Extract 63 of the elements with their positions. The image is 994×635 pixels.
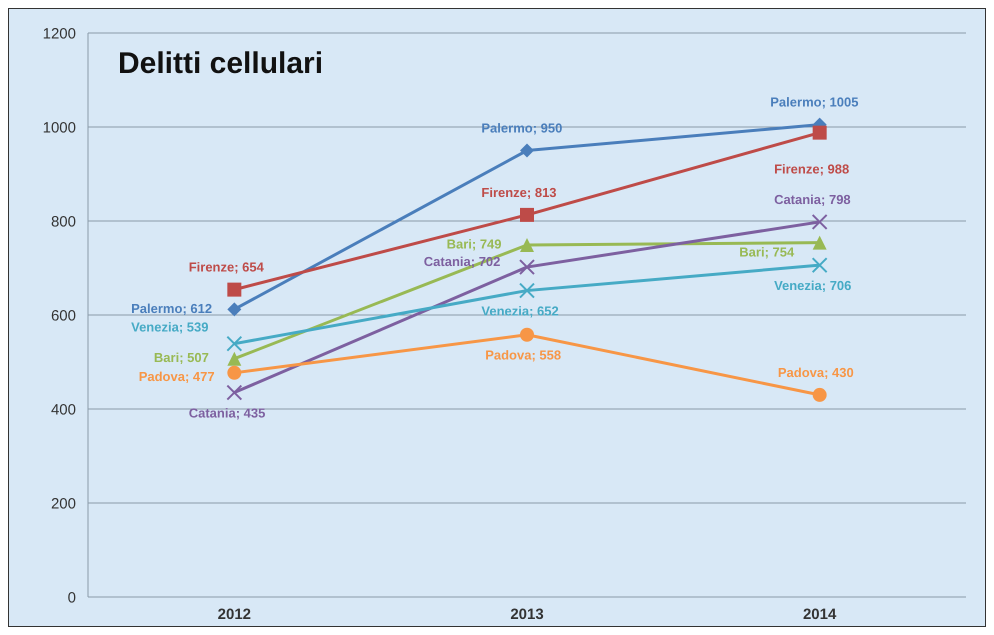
point — [812, 236, 827, 250]
point — [227, 302, 242, 316]
y-tick-label: 1200 — [42, 25, 76, 42]
text: Delitti cellulari — [118, 47, 324, 80]
text: Catania — [774, 192, 822, 207]
text: Bari — [154, 350, 180, 366]
data-label: ; 477 — [184, 368, 215, 384]
point — [812, 126, 827, 140]
y-tick-label: 0 — [68, 589, 76, 606]
data-label: ; 430 — [824, 364, 854, 380]
data-label: ; 558 — [531, 348, 562, 363]
series-label: Padova — [778, 364, 825, 380]
y-tick-label: 1000 — [42, 119, 76, 136]
data-label: ; 706 — [822, 278, 852, 294]
data-label: ; 507 — [179, 350, 209, 366]
data-label: ; 988 — [820, 162, 850, 177]
y-tick-label: 600 — [50, 307, 76, 324]
series-label: Venezia — [481, 304, 530, 319]
x-tick-label: 2012 — [218, 606, 252, 623]
series-label: Firenze — [188, 260, 234, 275]
text: Venezia — [131, 320, 179, 335]
data-label: ; 612 — [182, 300, 212, 316]
series-label: Palermo — [770, 94, 822, 110]
text: Firenze — [481, 184, 527, 200]
point — [227, 282, 242, 297]
data-label: ; 654 — [234, 260, 265, 275]
data-label: ; 950 — [532, 120, 562, 136]
y-tick-label: 800 — [50, 213, 76, 230]
point — [812, 214, 828, 230]
point — [812, 388, 827, 402]
data-label: ; 1005 — [822, 94, 858, 110]
point — [227, 366, 242, 380]
x-tick-label: 2013 — [510, 606, 544, 623]
text: Palermo — [481, 120, 533, 136]
point — [812, 257, 828, 274]
data-label: ; 798 — [821, 192, 851, 207]
series-label: Catania — [188, 406, 236, 421]
text: Venezia — [774, 278, 822, 294]
data-label: ; 539 — [178, 320, 208, 335]
point — [520, 144, 534, 158]
series-label: Bari — [739, 244, 765, 260]
y-tick-label: 400 — [50, 401, 76, 418]
text: Palermo — [131, 300, 182, 316]
x-tick-label: 2014 — [802, 606, 838, 623]
y-tick-label: 200 — [50, 495, 76, 512]
text: Padova — [138, 368, 185, 384]
text: Padova — [485, 348, 532, 363]
text: Firenze — [774, 162, 820, 177]
point — [519, 282, 535, 299]
point — [520, 208, 534, 222]
data-label: ; 754 — [764, 244, 795, 260]
data-label: ; 435 — [236, 406, 266, 421]
point — [520, 238, 534, 252]
data-label: ; 749 — [472, 236, 502, 252]
point — [520, 328, 534, 342]
point — [226, 384, 242, 401]
point — [226, 336, 242, 352]
data-label: ; 652 — [529, 304, 559, 319]
data-label: ; 813 — [526, 184, 557, 200]
text: Catania — [424, 254, 471, 270]
point — [227, 352, 242, 366]
text: Bari — [446, 236, 472, 252]
point — [519, 259, 535, 276]
